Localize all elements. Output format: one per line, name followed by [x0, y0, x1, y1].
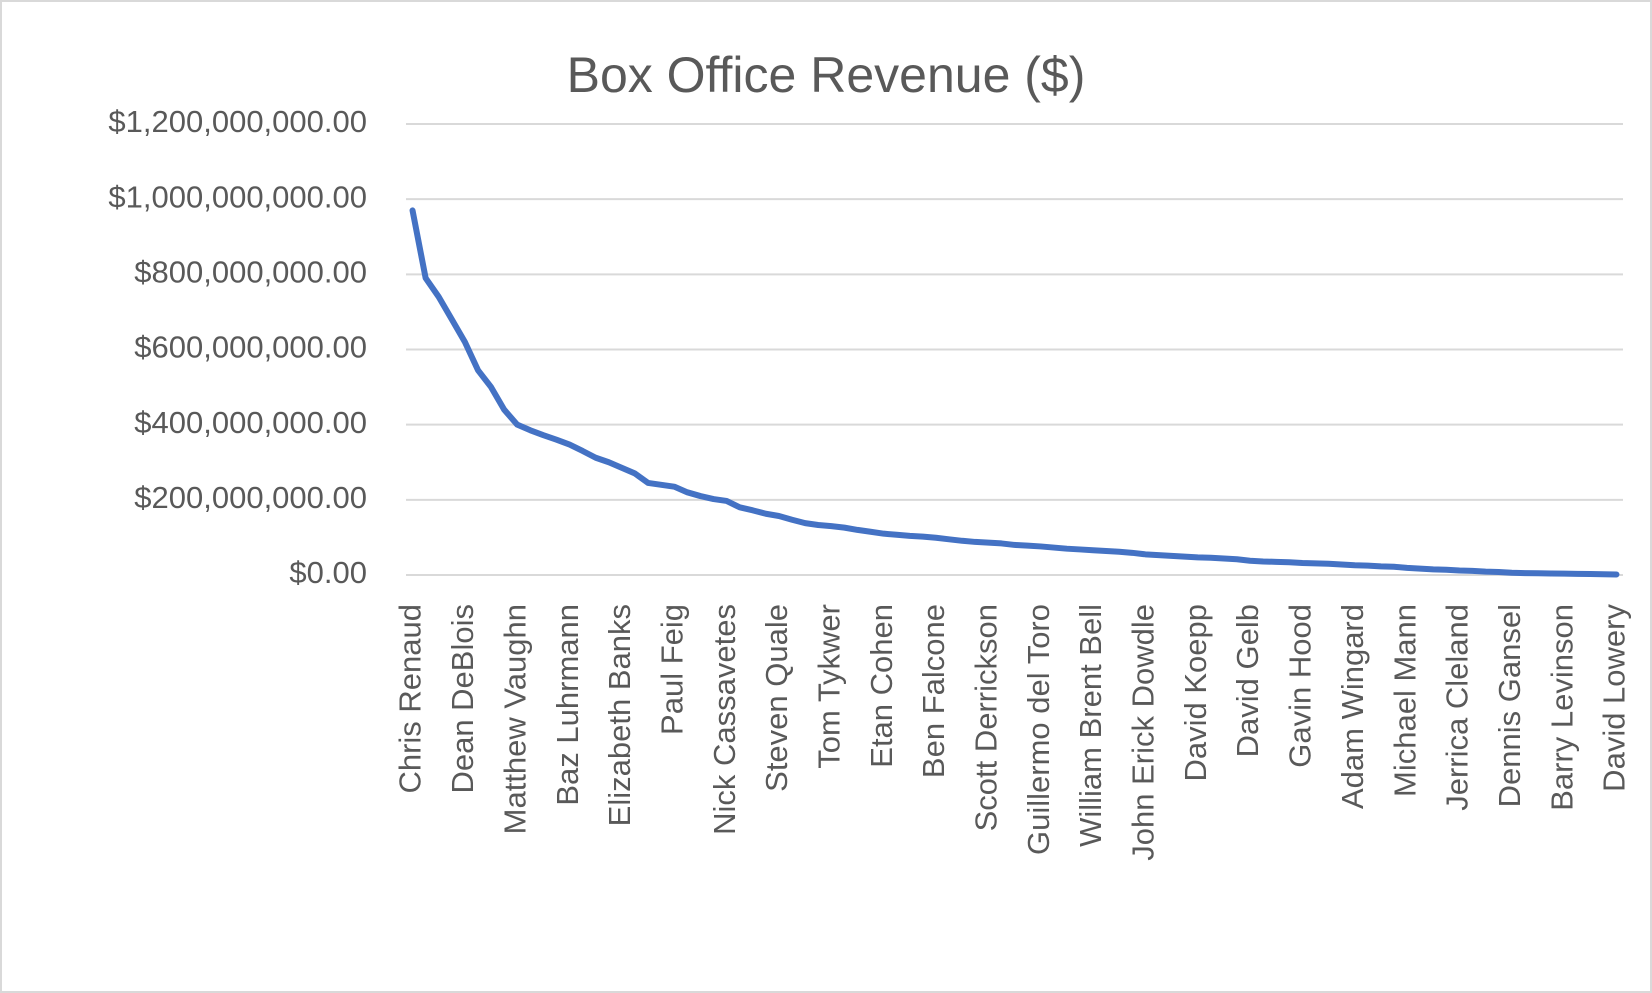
- x-tick-label: David Gelb: [1230, 604, 1265, 757]
- x-tick-label: Matthew Vaughn: [497, 604, 532, 834]
- x-tick-label: Gavin Hood: [1283, 604, 1318, 768]
- chart-title: Box Office Revenue ($): [567, 47, 1086, 103]
- x-tick-label: Elizabeth Banks: [602, 604, 637, 826]
- x-tick-label: Tom Tykwer: [811, 604, 846, 769]
- x-tick-label: Jerrica Cleland: [1440, 604, 1475, 811]
- x-tick-label: Nick Cassavetes: [707, 604, 742, 835]
- x-tick-label: Dennis Gansel: [1492, 604, 1527, 807]
- y-tick-label: $1,200,000,000.00: [108, 104, 367, 139]
- x-tick-label: William Brent Bell: [1073, 604, 1108, 847]
- x-tick-label: Chris Renaud: [393, 604, 428, 794]
- x-tick-label: David Koepp: [1178, 604, 1213, 782]
- x-tick-label: David Lowery: [1597, 604, 1632, 792]
- x-tick-label: Dean DeBlois: [445, 604, 480, 794]
- x-tick-label: Ben Falcone: [916, 604, 951, 778]
- x-tick-label: Barry Levinson: [1544, 604, 1579, 811]
- x-tick-label: Guillermo del Toro: [1021, 604, 1056, 855]
- x-tick-label: Adam Wingard: [1335, 604, 1370, 809]
- data-line: [409, 207, 1620, 578]
- x-tick-label: Etan Cohen: [864, 604, 899, 768]
- y-tick-label: $200,000,000.00: [134, 480, 367, 515]
- y-tick-label: $800,000,000.00: [134, 255, 367, 290]
- x-tick-label: John Erick Dowdle: [1126, 604, 1161, 861]
- x-tick-label: Steven Quale: [759, 604, 794, 792]
- x-tick-label: Paul Feig: [654, 604, 689, 735]
- y-tick-label: $0.00: [289, 555, 367, 590]
- x-tick-label: Scott Derrickson: [969, 604, 1004, 831]
- y-tick-label: $400,000,000.00: [134, 405, 367, 440]
- y-tick-label: $1,000,000,000.00: [108, 179, 367, 214]
- x-tick-label: Baz Luhrmann: [550, 604, 585, 806]
- x-tick-label: Michael Mann: [1387, 604, 1422, 797]
- y-tick-label: $600,000,000.00: [134, 330, 367, 365]
